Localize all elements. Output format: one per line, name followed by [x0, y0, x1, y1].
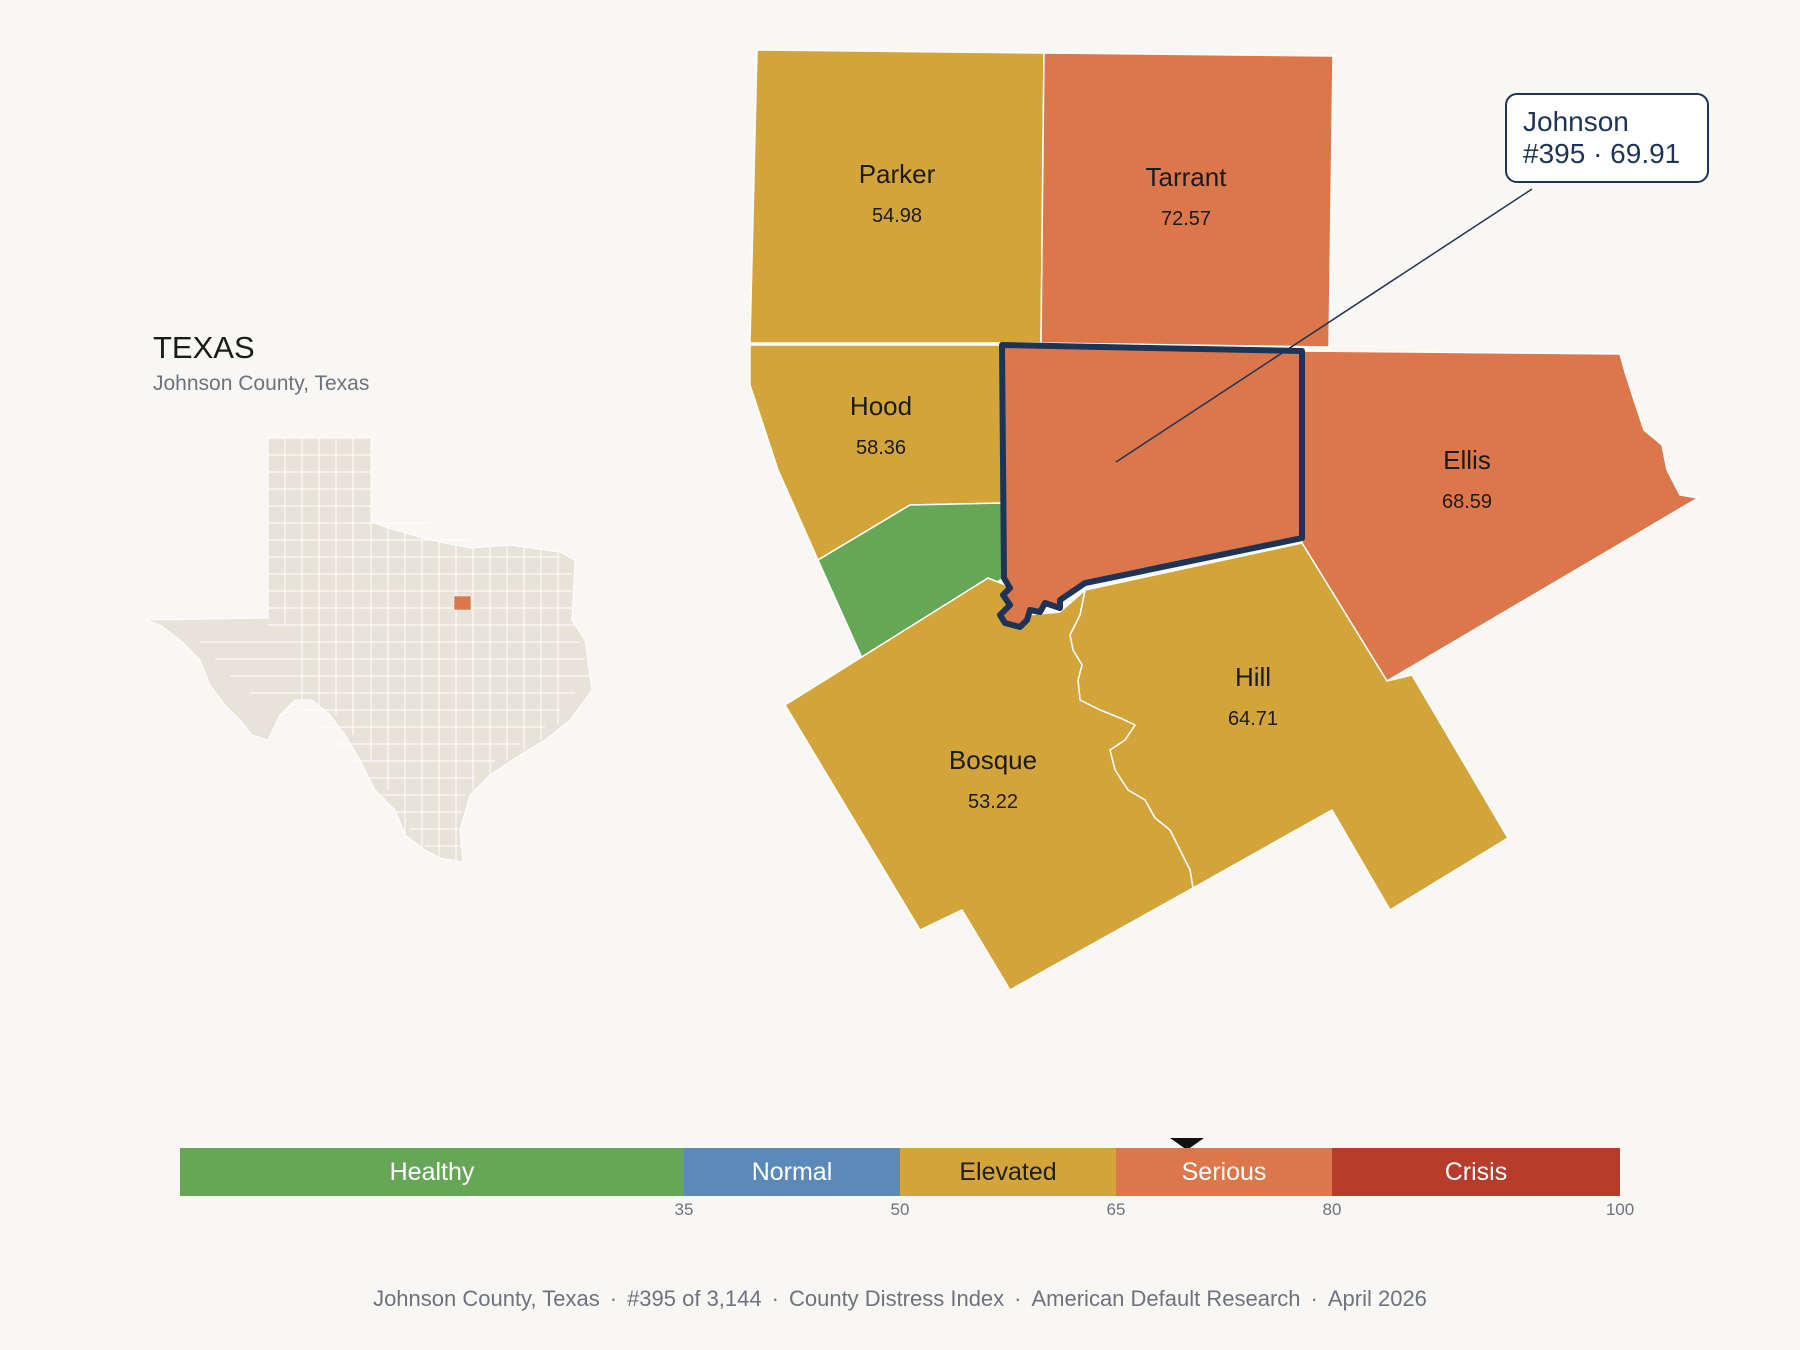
- selected-county-callout: Johnson #395 · 69.91: [1505, 93, 1709, 183]
- texas-inset-map: [144, 437, 593, 863]
- legend-tick: 50: [890, 1200, 910, 1219]
- footer-date: April 2026: [1327, 1286, 1427, 1311]
- county-parker-shape: [749, 49, 1045, 344]
- county-name-label: Tarrant: [1146, 162, 1228, 192]
- county-johnson-shape[interactable]: [997, 342, 1305, 630]
- state-title: TEXAS: [153, 330, 255, 365]
- johnson-county-highlight: [453, 595, 472, 611]
- county-labels: Parker 54.98 Tarrant 72.57 Hood 58.36 El…: [850, 159, 1492, 813]
- footer-source: American Default Research: [1031, 1286, 1301, 1311]
- county-name-label: Hood: [850, 391, 912, 421]
- county-value-label: 53.22: [968, 791, 1018, 813]
- legend-segment-serious: Serious: [1116, 1148, 1332, 1196]
- county-bosque-shape: [783, 577, 1194, 992]
- legend-tick: 35: [674, 1200, 694, 1219]
- county-name-label: Parker: [859, 159, 936, 189]
- footer-rank: #395 of 3,144: [627, 1286, 762, 1311]
- legend-segment-healthy: Healthy: [180, 1148, 684, 1196]
- county-ellis-shape: [1301, 350, 1701, 683]
- callout-county-name: Johnson: [1523, 106, 1629, 137]
- callout-rank-score: #395 · 69.91: [1523, 138, 1681, 169]
- score-marker-icon: [1170, 1138, 1204, 1150]
- legend-segment-normal: Normal: [684, 1148, 900, 1196]
- county-value-label: 54.98: [872, 205, 922, 227]
- legend-tick: 80: [1322, 1200, 1342, 1219]
- state-subtitle: Johnson County, Texas: [153, 372, 370, 395]
- legend-segment-elevated: Elevated: [900, 1148, 1116, 1196]
- footer-county: Johnson County, Texas: [373, 1286, 600, 1311]
- county-value-label: 68.59: [1442, 491, 1492, 513]
- county-name-label: Ellis: [1443, 445, 1491, 475]
- county-name-label: Hill: [1235, 662, 1271, 692]
- distress-legend-bar: Healthy Normal Elevated Serious Crisis: [180, 1148, 1620, 1196]
- county-value-label: 64.71: [1228, 708, 1278, 730]
- county-value-label: 72.57: [1161, 208, 1211, 230]
- callout-leader-line: [1115, 188, 1533, 463]
- county-tarrant-shape: [1040, 52, 1334, 348]
- county-name-label: Bosque: [949, 745, 1037, 775]
- neighbor-counties: [749, 49, 1701, 992]
- county-value-label: 58.36: [856, 437, 906, 459]
- legend-tick: 100: [1605, 1200, 1635, 1219]
- footer-index-name: County Distress Index: [788, 1286, 1005, 1311]
- county-grid-lines: [200, 438, 590, 860]
- texas-state-shape: [144, 437, 593, 863]
- legend-tick: 65: [1106, 1200, 1126, 1219]
- footer-caption: Johnson County, Texas · #395 of 3,144 · Coun…: [373, 1286, 1427, 1311]
- legend-segment-crisis: Crisis: [1332, 1148, 1620, 1196]
